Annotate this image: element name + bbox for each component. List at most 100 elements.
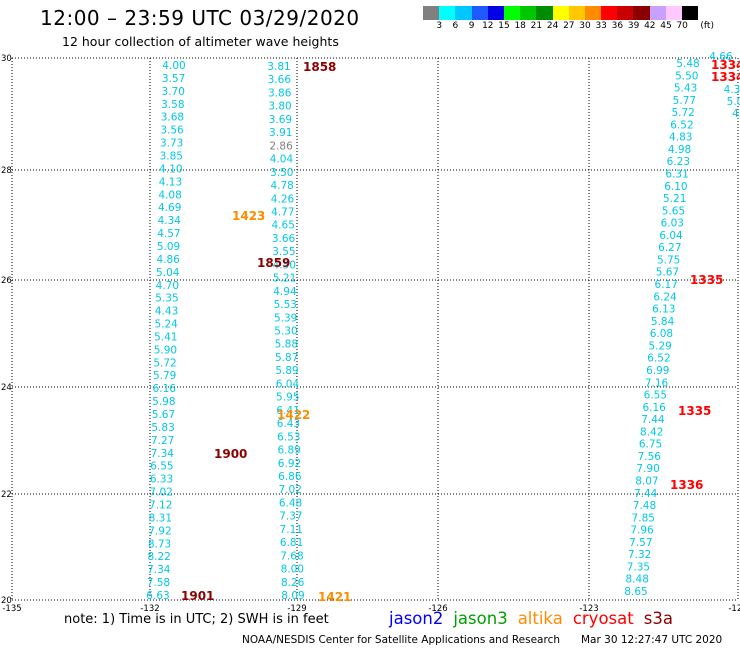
wave-height-value: 7.12 bbox=[149, 500, 172, 512]
wave-height-value: 5.65 bbox=[662, 205, 685, 217]
wave-height-value: 6.33 bbox=[150, 474, 173, 486]
pass-time-label: 1334 bbox=[711, 58, 740, 72]
wave-height-value: 8.73 bbox=[148, 538, 171, 550]
longitude-tick-label: -129 bbox=[287, 604, 306, 614]
wave-height-value: 6.41 bbox=[276, 405, 299, 417]
wave-height-value: 5.29 bbox=[648, 340, 671, 352]
color-scale-label: 33 bbox=[595, 21, 607, 31]
wave-height-value: 5.35 bbox=[155, 293, 178, 305]
color-swatch bbox=[471, 6, 488, 20]
wave-height-value: 7.27 bbox=[151, 435, 174, 447]
wave-height-value: 3.81 bbox=[267, 61, 290, 73]
wave-height-value: 7.11 bbox=[280, 524, 303, 536]
pass-time-label: 1336 bbox=[670, 478, 703, 492]
wave-height-value: 6.89 bbox=[277, 445, 300, 457]
wave-height-value: 8.65 bbox=[624, 586, 647, 598]
wave-height-value: 6.63 bbox=[146, 590, 169, 602]
color-scale-label: 36 bbox=[611, 21, 624, 31]
satellite-jason2-label: jason2 bbox=[389, 609, 444, 628]
wave-height-value: 4.77 bbox=[271, 206, 294, 218]
wave-height-value: 8.09 bbox=[281, 590, 304, 602]
satellite-jason3-label: jason3 bbox=[453, 609, 508, 628]
wave-height-value: 6.86 bbox=[278, 471, 302, 483]
wave-height-value: 6.52 bbox=[647, 353, 670, 365]
color-swatch bbox=[649, 6, 666, 20]
longitude-tick-label: -132 bbox=[140, 604, 159, 614]
wave-height-value: 4.43 bbox=[155, 306, 178, 318]
wave-height-value: 3.56 bbox=[160, 125, 184, 137]
wave-height-value: 7.57 bbox=[629, 537, 652, 549]
wave-height-value: 7.32 bbox=[628, 549, 651, 561]
wave-height-value: 6.17 bbox=[655, 279, 678, 291]
wave-height-value: 3.66 bbox=[268, 74, 292, 86]
wave-height-value: 8.07 bbox=[635, 475, 658, 487]
color-scale-label: 39 bbox=[627, 21, 640, 31]
wave-height-value: 7.02 bbox=[149, 487, 172, 499]
pass-time-label: 1423 bbox=[232, 209, 265, 223]
wave-height-value: 7.44 bbox=[634, 488, 658, 500]
color-swatch bbox=[520, 6, 537, 20]
wave-height-value: 3.69 bbox=[269, 114, 292, 126]
wave-height-value: 6.16 bbox=[153, 383, 177, 395]
satellite-cryosat-label: cryosat bbox=[572, 609, 634, 628]
wave-height-value: 5.09 bbox=[157, 241, 180, 253]
wave-height-value: 8.22 bbox=[147, 551, 170, 563]
wave-height-value: 5.89 bbox=[275, 365, 298, 377]
pass-time-label: 1858 bbox=[303, 60, 336, 74]
wave-height-value: 5.72 bbox=[153, 357, 176, 369]
wave-height-value: 7.96 bbox=[630, 525, 654, 537]
color-swatch bbox=[423, 6, 440, 20]
wave-height-values: 4.003.573.703.583.683.563.733.854.104.13… bbox=[146, 51, 740, 602]
wave-height-value: 8.48 bbox=[626, 574, 649, 586]
wave-height-value: 5.50 bbox=[675, 70, 698, 82]
wave-height-value: 4. bbox=[732, 108, 740, 120]
wave-height-value: 4.3 bbox=[724, 84, 740, 96]
wave-height-value: 7.48 bbox=[633, 500, 656, 512]
color-swatch bbox=[601, 6, 618, 20]
wave-height-value: 4.70 bbox=[156, 280, 179, 292]
wave-height-value: 6.92 bbox=[278, 458, 301, 470]
wave-height-value: 7.34 bbox=[151, 448, 175, 460]
color-swatch bbox=[455, 6, 472, 20]
wave-height-value: 7.34 bbox=[147, 564, 171, 576]
wave-height-value: 5.77 bbox=[673, 95, 696, 107]
color-scale-label: 70 bbox=[676, 21, 688, 31]
wave-height-value: 6.03 bbox=[661, 218, 684, 230]
color-scale-bar bbox=[423, 6, 699, 20]
wave-height-value: 3.85 bbox=[160, 150, 183, 162]
wave-height-value: 4.66 bbox=[709, 51, 733, 63]
color-scale-unit: (ft) bbox=[700, 21, 714, 31]
wave-height-value: 4.50 bbox=[273, 259, 296, 271]
page-subtitle: 12 hour collection of altimeter wave hei… bbox=[62, 34, 339, 49]
color-swatch bbox=[665, 6, 682, 20]
wave-height-value: 5.87 bbox=[275, 352, 298, 364]
wave-height-value: 5.39 bbox=[274, 312, 297, 324]
longitude-tick-label: -123 bbox=[579, 604, 598, 614]
wave-height-value: 5.95 bbox=[276, 392, 299, 404]
satellite-altika-label: altika bbox=[517, 609, 563, 628]
wave-height-value: 7.44 bbox=[641, 414, 665, 426]
wave-height-value: 4.78 bbox=[270, 180, 293, 192]
wave-height-value: 5.30 bbox=[274, 326, 297, 338]
wave-height-value: 5.90 bbox=[154, 344, 177, 356]
wave-height-value: 4.86 bbox=[156, 254, 180, 266]
wave-height-value: 5.75 bbox=[657, 254, 680, 266]
wave-height-value: 7.92 bbox=[148, 525, 171, 537]
wave-height-value: 3.91 bbox=[269, 127, 292, 139]
wave-height-value: 3.68 bbox=[161, 112, 184, 124]
wave-height-value: 6.24 bbox=[653, 291, 677, 303]
generated-timestamp: Mar 30 12:27:47 UTC 2020 bbox=[581, 634, 723, 646]
credit-line: NOAA/NESDIS Center for Satellite Applica… bbox=[242, 634, 560, 646]
wave-height-value: 5.84 bbox=[651, 316, 675, 328]
wave-height-value: 4.69 bbox=[158, 202, 181, 214]
wave-height-value: 6.81 bbox=[280, 537, 303, 549]
wave-height-value: 4.34 bbox=[158, 215, 182, 227]
wave-height-value: 6.27 bbox=[658, 242, 681, 254]
wave-height-value: 5.04 bbox=[156, 267, 180, 279]
latitude-tick-label: 24 bbox=[1, 383, 12, 393]
wave-height-value: 3.70 bbox=[162, 86, 185, 98]
map-grid bbox=[11, 57, 739, 601]
wave-height-value: 5.24 bbox=[154, 319, 178, 331]
wave-height-value: 5.0 bbox=[727, 96, 740, 108]
